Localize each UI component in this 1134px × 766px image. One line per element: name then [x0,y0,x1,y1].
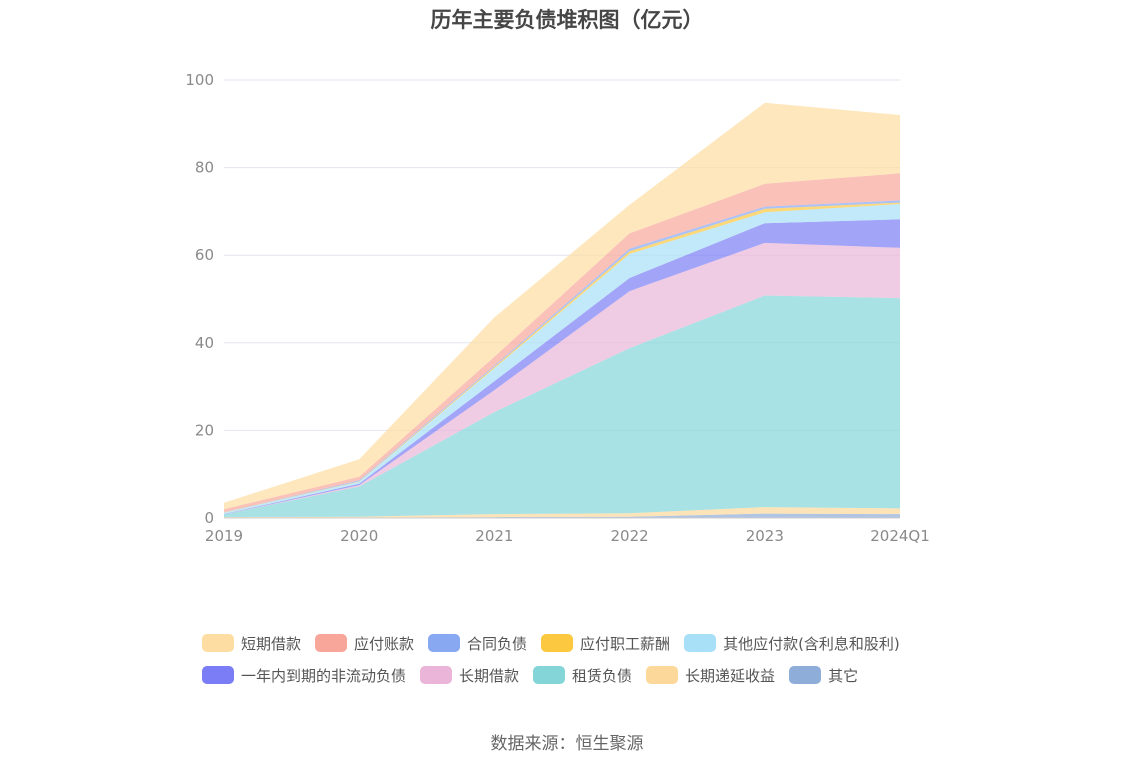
legend-label: 长期递延收益 [685,666,776,685]
legend-swatch [202,634,234,652]
x-tick-label: 2021 [475,527,513,545]
legend-item[interactable]: 短期借款 [202,632,301,654]
legend-label: 长期借款 [459,666,520,685]
y-tick-label: 60 [195,246,214,264]
legend-swatch [533,666,566,684]
legend: 短期借款 应付账款 合同负债 应付职工薪酬 其他应付款(含利息和股利) 一年内到期的非流动… [202,632,962,696]
legend-item[interactable]: 其他应付款(含利息和股利) [684,632,900,654]
y-tick-label: 0 [204,509,214,527]
y-tick-label: 80 [195,159,214,177]
legend-swatch [420,666,453,684]
series-areas [224,102,900,518]
legend-item[interactable]: 一年内到期的非流动负债 [202,664,406,686]
legend-label: 一年内到期的非流动负债 [241,666,407,685]
area-series-3 [224,242,900,515]
data-source-note: 数据来源：恒生聚源 [490,734,644,754]
legend-swatch [202,666,234,684]
y-tick-label: 100 [185,71,214,89]
chart-title: 历年主要负债堆积图（亿元） [430,8,704,32]
legend-swatch [315,634,348,652]
legend-item[interactable]: 租赁负债 [533,664,632,686]
legend-swatch [541,634,574,652]
legend-row: 一年内到期的非流动负债 长期借款 租赁负债 长期递延收益 其它 [202,664,962,696]
x-tick-label: 2020 [340,527,378,545]
x-tick-label: 2022 [611,527,649,545]
legend-item[interactable]: 合同负债 [428,632,527,654]
axes: 0 20 40 60 80 100 2019 2020 2021 2022 2023 2024Q1 [185,71,929,545]
legend-row: 短期借款 应付账款 合同负债 应付职工薪酬 其他应付款(含利息和股利) [202,632,962,664]
legend-label: 应付职工薪酬 [580,634,671,653]
legend-swatch [684,634,717,652]
area-series-9 [224,102,900,510]
y-tick-label: 40 [195,334,214,352]
legend-label: 其他应付款(含利息和股利) [723,634,900,653]
legend-swatch [646,666,679,684]
legend-label: 合同负债 [467,634,528,653]
legend-label: 应付账款 [354,634,415,653]
area-series-0 [224,513,900,518]
area-series-2 [224,295,900,518]
legend-label: 短期借款 [241,634,302,653]
x-tick-label: 2024Q1 [870,527,930,545]
legend-swatch [789,666,822,684]
legend-item[interactable]: 其它 [789,664,858,686]
legend-item[interactable]: 应付职工薪酬 [541,632,670,654]
legend-label: 其它 [828,666,859,685]
area-series-1 [224,507,900,518]
x-tick-label: 2023 [746,527,784,545]
legend-item[interactable]: 应付账款 [315,632,414,654]
x-tick-label: 2019 [205,527,243,545]
legend-swatch [428,634,461,652]
legend-item[interactable]: 长期借款 [420,664,519,686]
y-tick-label: 20 [195,421,214,439]
legend-item[interactable]: 长期递延收益 [646,664,775,686]
legend-label: 租赁负债 [572,666,633,685]
